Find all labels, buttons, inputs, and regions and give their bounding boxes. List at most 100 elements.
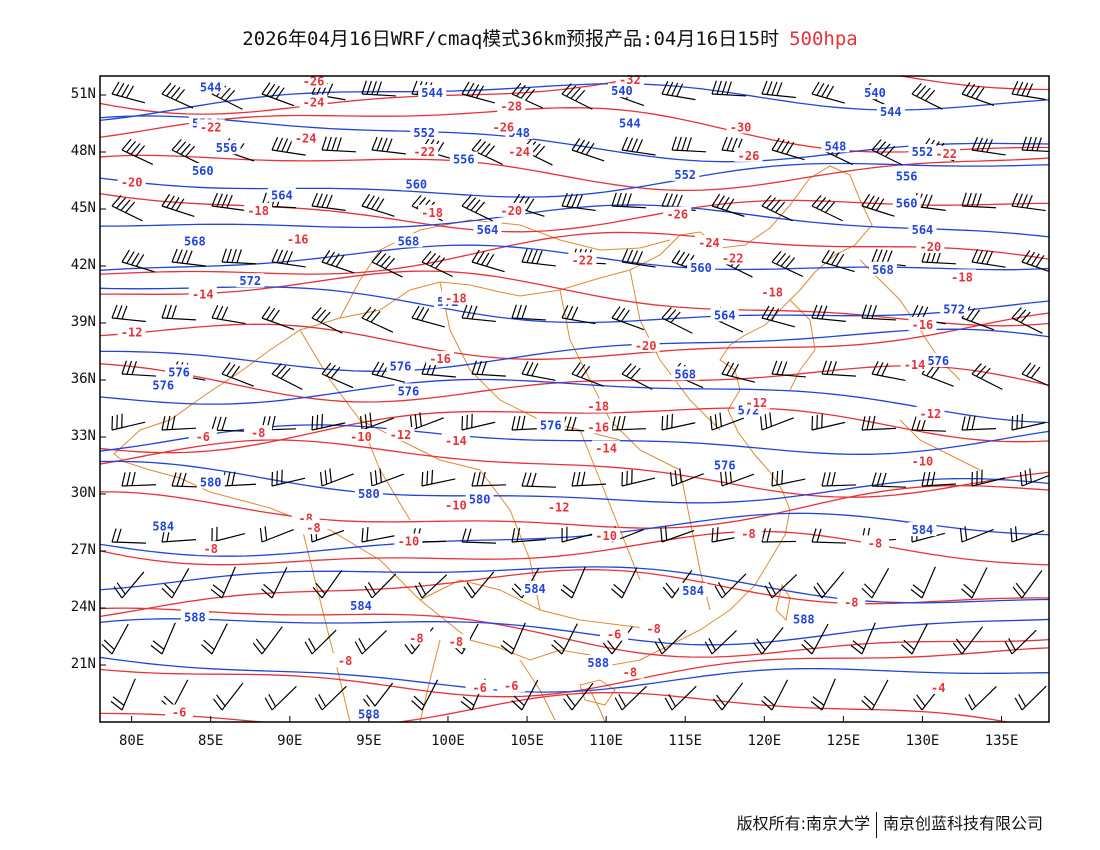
height-isoline <box>100 83 1049 121</box>
contour-label-bg <box>489 119 518 134</box>
contour-label: -24 <box>698 236 720 250</box>
wind-barb <box>721 361 756 383</box>
wind-barb <box>261 567 288 599</box>
wind-barb <box>511 82 544 109</box>
wind-barb <box>952 626 983 655</box>
contour-label-bg <box>726 119 755 134</box>
latitude-label: 30N <box>70 485 96 501</box>
contour-label-bg <box>165 704 194 719</box>
contour-label: -30 <box>730 120 752 134</box>
longitude-label: 90E <box>277 733 303 749</box>
contour-label: -6 <box>472 681 486 695</box>
contour-label-bg <box>497 98 526 113</box>
contour-label-bg <box>908 221 937 236</box>
contour-label: 576 <box>398 384 420 398</box>
contour-label-bg <box>212 140 241 155</box>
wind-barb <box>551 623 578 655</box>
height-isoline <box>100 656 1049 693</box>
temperature-isoline <box>100 569 1049 618</box>
contour-label: -8 <box>868 536 882 550</box>
contour-label: 552 <box>674 168 696 182</box>
contour-label-bg <box>861 85 890 100</box>
wind-barb <box>211 192 246 212</box>
contour-label: -10 <box>445 498 467 512</box>
wind-barb <box>961 82 995 107</box>
wind-barb <box>370 468 405 487</box>
contour-label-bg <box>607 83 636 98</box>
wind-barb <box>901 623 928 655</box>
contour-label-bg <box>916 406 945 421</box>
height-isoline <box>100 512 1049 557</box>
wind-barb <box>361 80 396 97</box>
wind-barb <box>654 629 687 655</box>
contour-label-bg <box>908 144 937 158</box>
wind-barb <box>661 81 696 101</box>
contour-label-bg <box>908 316 937 331</box>
wind-barb <box>321 250 355 274</box>
latitude-label: 51N <box>70 86 96 102</box>
wind-barb <box>113 571 145 599</box>
contour-label-bg <box>188 286 217 301</box>
wind-barb <box>121 249 155 273</box>
wind-barb <box>259 526 294 543</box>
contour-label: -12 <box>920 407 942 421</box>
contour-label: -14 <box>445 434 467 448</box>
contour-label: -10 <box>595 529 617 543</box>
wind-barb <box>264 685 297 711</box>
contour-label: -16 <box>287 232 309 246</box>
contour-label-bg <box>394 383 423 398</box>
contour-label-bg <box>441 290 470 305</box>
contour-label-bg <box>615 115 644 130</box>
wind-barb <box>271 248 306 268</box>
footer-owner: 版权所有:南京大学 <box>736 814 870 833</box>
wind-barb <box>850 622 876 655</box>
contour-label-bg <box>465 679 494 694</box>
wind-barb <box>861 568 890 599</box>
contour-label: 544 <box>619 117 641 131</box>
wind-barb <box>571 362 604 387</box>
contour-label: -8 <box>306 521 320 535</box>
contour-label: 568 <box>872 263 894 277</box>
wind-barb <box>321 136 356 153</box>
contour-label-bg <box>180 233 209 248</box>
wind-barb <box>761 679 789 711</box>
contour-label: -14 <box>192 288 214 302</box>
wind-barb <box>271 469 306 487</box>
wind-barb <box>971 136 1006 156</box>
contour-label-bg <box>497 202 526 217</box>
wind-barb <box>771 360 806 378</box>
wind-barb <box>1012 570 1043 599</box>
contour-label-bg <box>663 206 692 221</box>
contour-label: -24 <box>508 145 530 159</box>
contour-label: 588 <box>184 611 206 625</box>
wind-barb <box>561 305 596 325</box>
contour-label-bg <box>188 163 217 177</box>
contour-label: 560 <box>192 164 214 178</box>
axis-ticks <box>100 94 1003 722</box>
contour-label: -6 <box>196 430 210 444</box>
contour-label: 584 <box>912 523 934 537</box>
contour-label-bg <box>346 429 375 443</box>
wind-barb <box>471 471 507 487</box>
wind-barb <box>521 248 556 267</box>
wind-barb <box>371 361 406 383</box>
wind-barb <box>110 678 136 711</box>
contour-label-bg <box>932 145 961 160</box>
wind-barb <box>871 361 906 382</box>
contour-label: 556 <box>896 170 918 184</box>
contour-label: -12 <box>548 500 570 514</box>
wind-barb <box>211 416 247 432</box>
contour-label: 564 <box>271 189 293 203</box>
longitude-label: 85E <box>198 733 224 749</box>
contour-label: -8 <box>844 595 858 609</box>
contour-label: 552 <box>912 145 934 159</box>
wind-barb <box>1011 192 1046 212</box>
contour-label: -14 <box>595 441 617 455</box>
contour-label: -32 <box>619 73 641 87</box>
contour-label: -26 <box>738 149 760 163</box>
wind-barb <box>312 569 343 599</box>
wind-barb <box>660 526 695 543</box>
contour-label: -10 <box>398 535 420 549</box>
wind-barb <box>371 136 406 155</box>
